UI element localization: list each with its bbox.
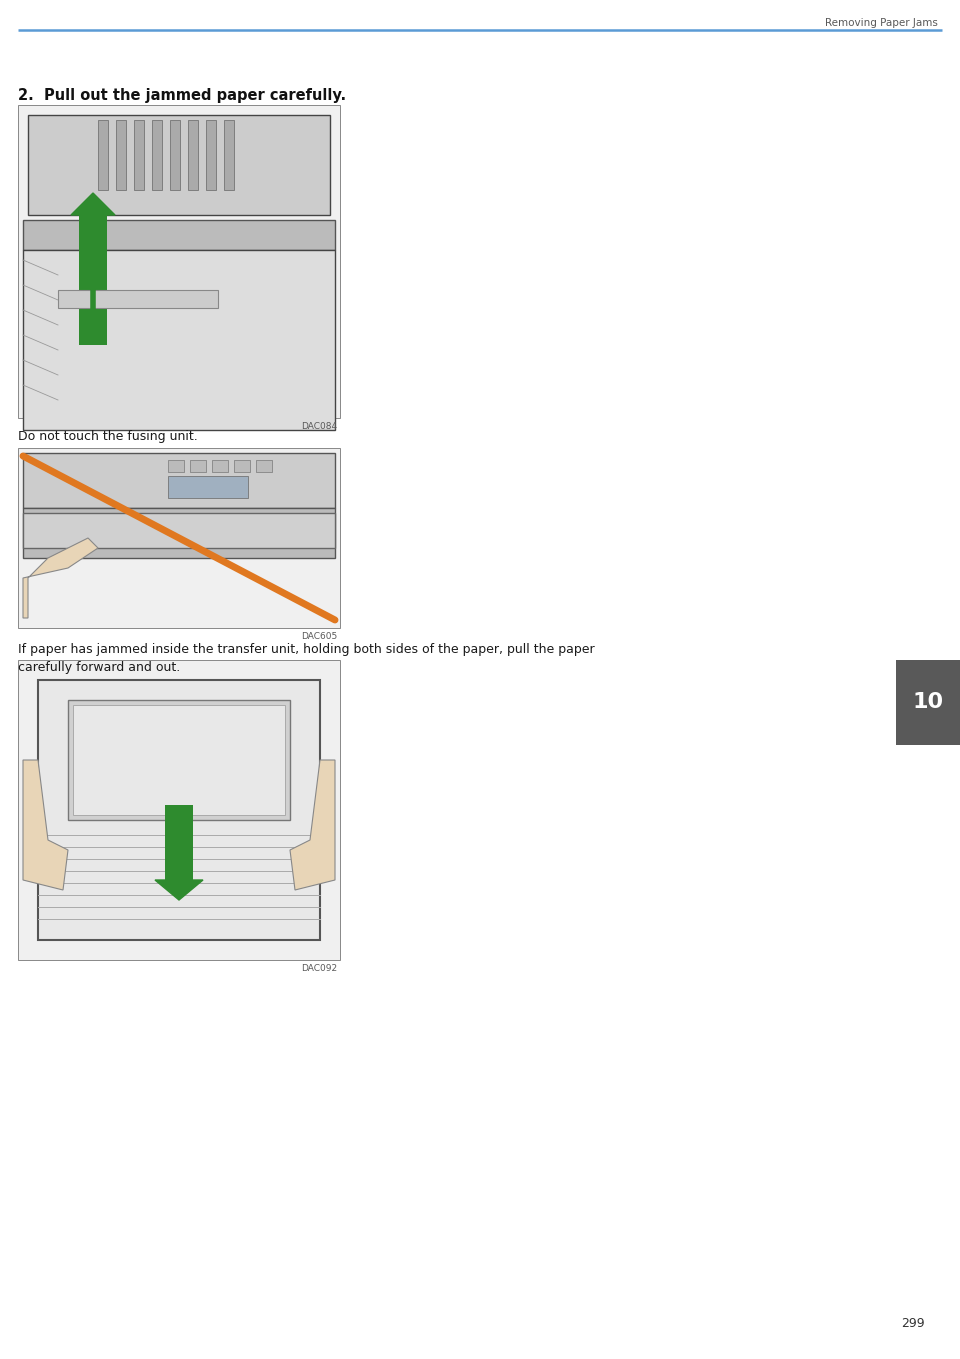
Bar [234, 459, 250, 472]
Bar [170, 120, 180, 190]
Text: 10: 10 [912, 693, 944, 712]
Text: DAC605: DAC605 [300, 632, 337, 641]
Bar [18, 105, 340, 419]
Bar [23, 453, 335, 508]
Bar [73, 705, 285, 815]
Bar [98, 120, 108, 190]
Bar [18, 448, 340, 628]
Text: 2.  Pull out the jammed paper carefully.: 2. Pull out the jammed paper carefully. [18, 88, 347, 103]
Bar [256, 459, 272, 472]
Polygon shape [71, 193, 115, 215]
Polygon shape [290, 760, 335, 890]
Bar [188, 120, 198, 190]
Bar [79, 215, 107, 345]
Bar [152, 120, 162, 190]
Bar [168, 476, 248, 497]
Bar [224, 120, 234, 190]
Text: Do not touch the fusing unit.: Do not touch the fusing unit. [18, 429, 198, 443]
Text: If paper has jammed inside the transfer unit, holding both sides of the paper, p: If paper has jammed inside the transfer … [18, 643, 594, 674]
Polygon shape [23, 760, 68, 890]
Bar [190, 459, 206, 472]
Polygon shape [23, 538, 98, 618]
Bar [23, 220, 335, 250]
Bar [168, 459, 184, 472]
Text: Removing Paper Jams: Removing Paper Jams [826, 18, 938, 29]
Bar [896, 660, 960, 745]
Bar [212, 459, 228, 472]
Bar [28, 116, 330, 215]
Bar [58, 289, 218, 308]
Bar [68, 700, 290, 819]
Bar [134, 120, 144, 190]
Text: DAC092: DAC092 [300, 964, 337, 973]
Bar [116, 120, 126, 190]
Bar [165, 805, 193, 881]
Bar [206, 120, 216, 190]
Bar [38, 680, 320, 940]
Bar [23, 250, 335, 429]
Text: DAC084: DAC084 [300, 423, 337, 431]
Bar [23, 512, 335, 548]
Bar [23, 508, 335, 559]
Text: 299: 299 [901, 1317, 925, 1330]
Polygon shape [155, 881, 203, 900]
Bar [18, 660, 340, 959]
